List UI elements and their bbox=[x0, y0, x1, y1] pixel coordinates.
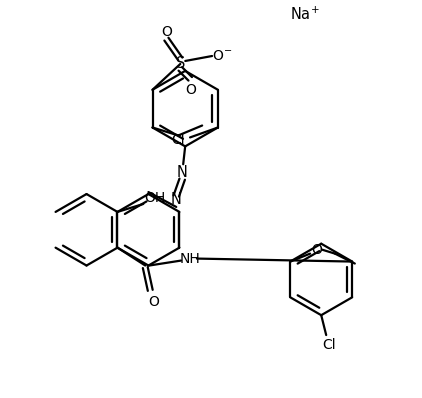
Text: OH: OH bbox=[145, 191, 166, 205]
Text: O: O bbox=[311, 243, 322, 257]
Text: N: N bbox=[177, 165, 188, 179]
Text: O: O bbox=[161, 25, 172, 39]
Text: O: O bbox=[148, 295, 159, 309]
Text: O: O bbox=[185, 83, 196, 97]
Text: NH: NH bbox=[180, 252, 200, 265]
Text: S: S bbox=[176, 57, 185, 72]
Text: N: N bbox=[171, 193, 182, 207]
Text: Cl: Cl bbox=[322, 338, 336, 352]
Text: Cl: Cl bbox=[171, 133, 185, 147]
Text: Na$^{+}$: Na$^{+}$ bbox=[289, 6, 319, 23]
Text: O$^{-}$: O$^{-}$ bbox=[212, 49, 232, 63]
